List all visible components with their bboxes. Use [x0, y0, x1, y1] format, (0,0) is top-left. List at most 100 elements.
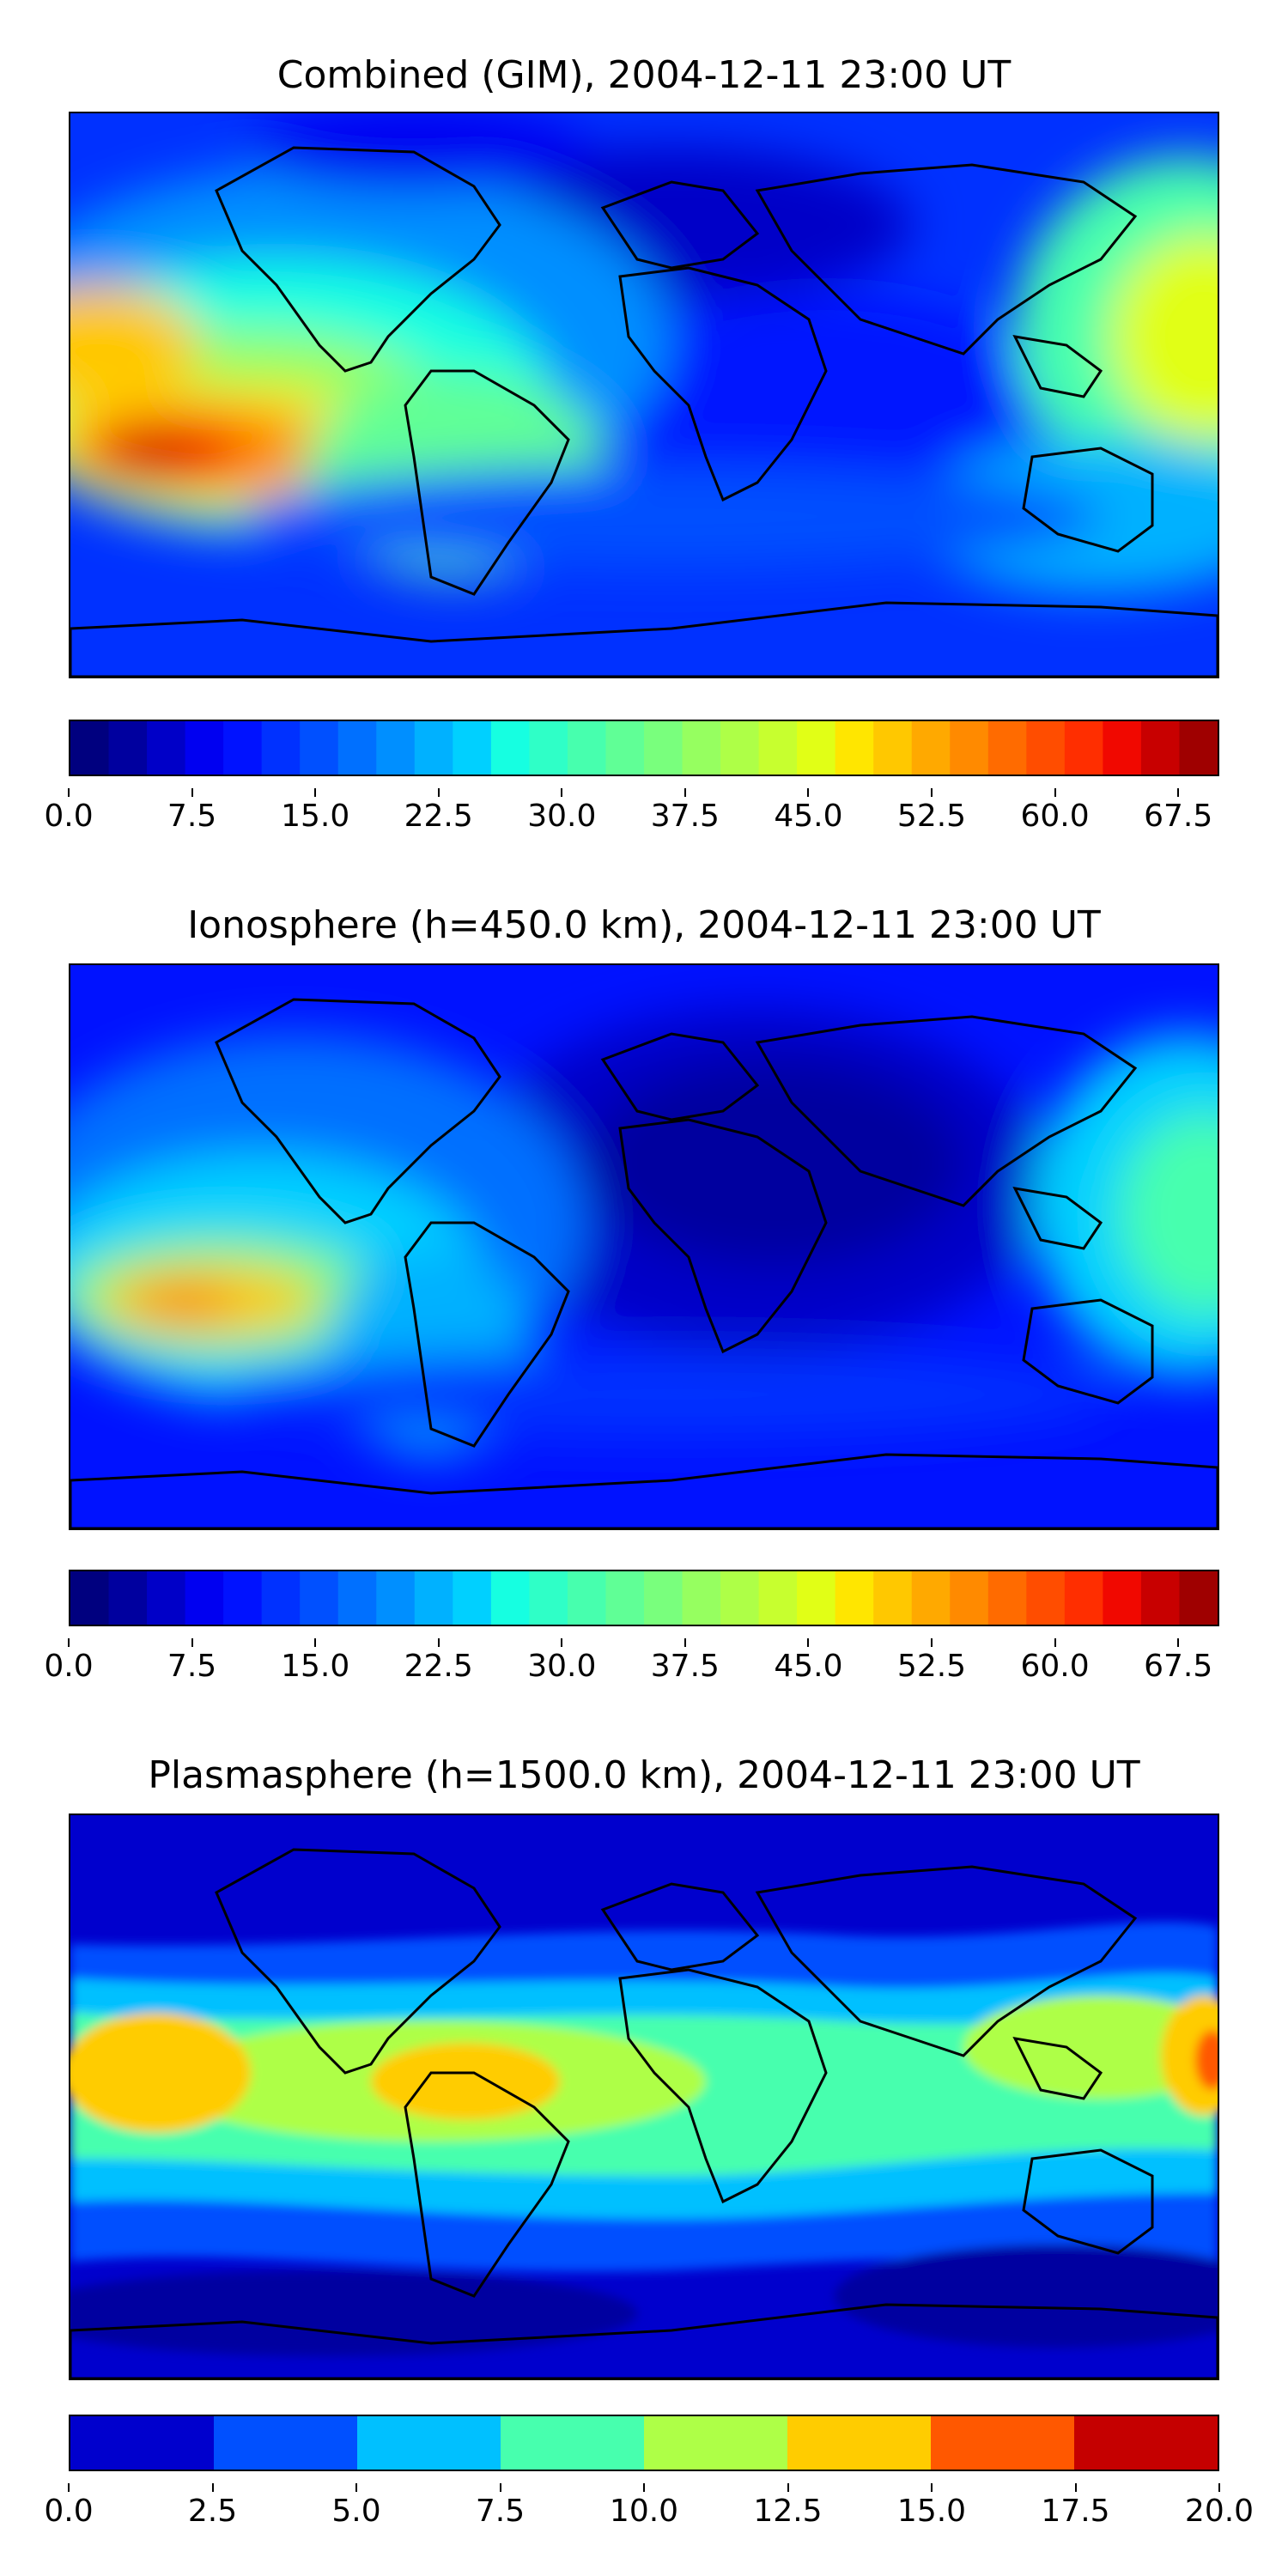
colorbar-tick-mark — [683, 1638, 686, 1647]
colorbar-swatch — [567, 1571, 607, 1625]
colorbar-swatch — [797, 1571, 836, 1625]
colorbar-tick-label: 52.5 — [896, 1649, 967, 1684]
colorbar-swatch — [70, 721, 110, 775]
colorbar-swatch — [1074, 2416, 1218, 2470]
colorbar-swatch — [911, 1571, 951, 1625]
colorbar-swatch — [214, 2416, 358, 2470]
colorbar-swatch — [147, 1571, 186, 1625]
colorbar-tick-label: 7.5 — [167, 799, 217, 834]
colorbar-swatch — [758, 721, 798, 775]
colorbar-swatch — [797, 721, 836, 775]
colorbar-swatch — [987, 1571, 1027, 1625]
colorbar-tick-label: 15.0 — [281, 799, 350, 834]
colorbar-swatch — [108, 721, 148, 775]
colorbar-tick-label: 20.0 — [1184, 2494, 1255, 2529]
colorbar-tick-mark — [931, 2483, 933, 2492]
colorbar-ionosphere — [69, 1570, 1219, 1626]
colorbar-tick-label: 45.0 — [774, 1649, 843, 1684]
map-ionosphere — [69, 963, 1219, 1530]
colorbar-swatch — [1140, 721, 1181, 775]
colorbar-swatch — [490, 721, 530, 775]
colorbar-tick-mark — [787, 2483, 789, 2492]
tec-map-plasmasphere — [70, 1815, 1218, 2379]
colorbar-tick-mark — [561, 1638, 563, 1647]
colorbar-ticks-combined: 0.0 7.5 15.0 22.5 30.0 37.5 45.0 52.5 60.0 67.5 — [44, 788, 1219, 850]
colorbar-swatch — [567, 721, 607, 775]
colorbar-plasmasphere — [69, 2415, 1219, 2471]
colorbar-swatch — [1103, 1571, 1142, 1625]
colorbar-tick-mark — [191, 788, 193, 797]
colorbar-tick-mark — [211, 2483, 214, 2492]
colorbar-swatch — [147, 721, 186, 775]
colorbar-swatch — [376, 1571, 416, 1625]
colorbar-swatch — [185, 1571, 224, 1625]
colorbar-swatch — [605, 721, 645, 775]
colorbar-swatch — [300, 721, 339, 775]
colorbar-swatch — [873, 721, 913, 775]
colorbar-combined — [69, 720, 1219, 776]
colorbar-tick-label: 15.0 — [896, 2494, 967, 2529]
colorbar-tick-mark — [1054, 788, 1056, 797]
colorbar-swatch — [414, 721, 453, 775]
colorbar-swatch — [70, 1571, 110, 1625]
colorbar-swatch — [490, 1571, 530, 1625]
colorbar-tick-mark — [1177, 788, 1180, 797]
colorbar-tick-mark — [1177, 1638, 1180, 1647]
tec-map-ionosphere — [70, 965, 1218, 1528]
colorbar-tick-mark — [314, 1638, 317, 1647]
colorbar-tick-label: 5.0 — [331, 2494, 381, 2529]
colorbar-tick-label: 52.5 — [896, 799, 967, 834]
colorbar-swatch — [835, 721, 874, 775]
colorbar-swatch — [644, 721, 683, 775]
colorbar-tick-mark — [561, 788, 563, 797]
colorbar-tick-label: 22.5 — [404, 1649, 473, 1684]
colorbar-swatch — [720, 721, 760, 775]
colorbar-swatches — [70, 2416, 1218, 2470]
colorbar-swatch — [931, 2416, 1075, 2470]
colorbar-ticks-ionosphere: 0.0 7.5 15.0 22.5 30.0 37.5 45.0 52.5 60.0 67.5 — [44, 1638, 1219, 1700]
colorbar-tick-label: 0.0 — [44, 2494, 94, 2529]
colorbar-tick-mark — [68, 1638, 70, 1647]
colorbar-tick-label: 17.5 — [1041, 2494, 1110, 2529]
colorbar-swatch — [873, 1571, 913, 1625]
colorbar-tick-mark — [931, 1638, 933, 1647]
colorbar-swatch — [1179, 1571, 1218, 1625]
colorbar-tick-mark — [314, 788, 317, 797]
colorbar-tick-label: 67.5 — [1144, 1649, 1213, 1684]
colorbar-tick-mark — [499, 2483, 501, 2492]
map-title-plasmasphere: Plasmasphere (h=1500.0 km), 2004-12-11 2… — [148, 1753, 1140, 1797]
colorbar-swatch — [185, 721, 224, 775]
colorbar-tick-label: 37.5 — [650, 799, 720, 834]
colorbar-tick-mark — [683, 788, 686, 797]
colorbar-swatch — [950, 1571, 989, 1625]
colorbar-tick-label: 0.0 — [44, 1649, 94, 1684]
colorbar-swatch — [787, 2416, 932, 2470]
colorbar-swatch — [108, 1571, 148, 1625]
colorbar-swatch — [1103, 721, 1142, 775]
colorbar-swatch — [414, 1571, 453, 1625]
colorbar-swatch — [1064, 1571, 1103, 1625]
colorbar-swatch — [1179, 721, 1218, 775]
colorbar-tick-mark — [437, 788, 440, 797]
colorbar-tick-label: 60.0 — [1020, 799, 1090, 834]
colorbar-tick-label: 30.0 — [527, 799, 597, 834]
colorbar-swatch — [758, 1571, 798, 1625]
colorbar-swatch — [720, 1571, 760, 1625]
colorbar-tick-label: 37.5 — [650, 1649, 720, 1684]
map-title-combined: Combined (GIM), 2004-12-11 23:00 UT — [276, 53, 1012, 97]
colorbar-tick-label: 67.5 — [1144, 799, 1213, 834]
colorbar-swatch — [357, 2416, 501, 2470]
colorbar-swatch — [1064, 721, 1103, 775]
colorbar-tick-mark — [1218, 2483, 1220, 2492]
colorbar-swatch — [835, 1571, 874, 1625]
colorbar-swatch — [453, 721, 492, 775]
colorbar-tick-mark — [68, 788, 70, 797]
colorbar-tick-label: 7.5 — [475, 2494, 526, 2529]
colorbar-swatch — [644, 2416, 788, 2470]
colorbar-swatch — [911, 721, 951, 775]
colorbar-tick-label: 12.5 — [753, 2494, 823, 2529]
colorbar-swatch — [337, 721, 377, 775]
colorbar-swatch — [682, 721, 721, 775]
colorbar-tick-label: 30.0 — [527, 1649, 597, 1684]
colorbar-swatch — [70, 2416, 215, 2470]
